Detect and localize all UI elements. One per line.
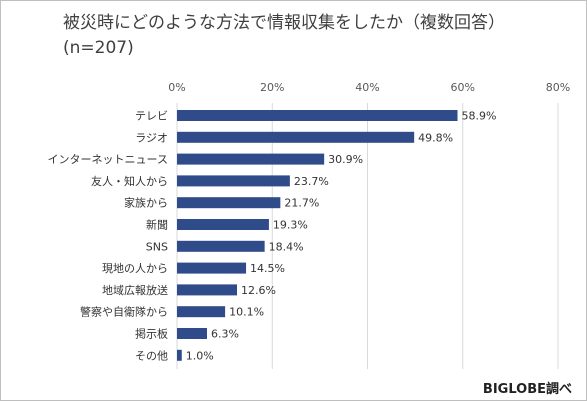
bar bbox=[177, 328, 208, 339]
bar bbox=[177, 240, 265, 252]
category-label: 新聞 bbox=[146, 218, 168, 232]
bar bbox=[177, 197, 281, 209]
x-tick-label: 40% bbox=[355, 81, 379, 94]
bar bbox=[177, 306, 226, 318]
chart-title-line2: (n=207) bbox=[63, 38, 134, 58]
value-label: 18.4% bbox=[269, 240, 304, 253]
chart-title: 被災時にどのような方法で情報収集をしたか（複数回答） (n=207) bbox=[63, 11, 563, 61]
value-label: 10.1% bbox=[229, 306, 264, 319]
value-label: 6.3% bbox=[211, 328, 239, 341]
bar bbox=[177, 175, 290, 187]
value-label: 14.5% bbox=[250, 262, 285, 275]
x-tick-label: 0% bbox=[168, 81, 185, 94]
value-label: 30.9% bbox=[328, 153, 363, 166]
value-label: 21.7% bbox=[284, 197, 319, 210]
value-label: 49.8% bbox=[418, 131, 453, 144]
category-label: テレビ bbox=[135, 110, 168, 123]
bar bbox=[177, 262, 247, 274]
value-label: 23.7% bbox=[294, 175, 329, 188]
x-tick-label: 60% bbox=[451, 81, 475, 94]
category-label: 家族から bbox=[124, 196, 168, 210]
bar bbox=[177, 110, 458, 121]
value-label: 12.6% bbox=[241, 284, 276, 297]
bar bbox=[177, 153, 325, 165]
source-credit: BIGLOBE調べ bbox=[482, 382, 572, 397]
value-label: 58.9% bbox=[462, 110, 497, 123]
category-label: インターネットニュース bbox=[48, 153, 168, 166]
category-label: その他 bbox=[135, 349, 168, 362]
category-label: 現地の人から bbox=[102, 262, 168, 275]
category-label: SNS bbox=[146, 240, 168, 253]
category-label: 地域広報放送 bbox=[102, 283, 168, 297]
bar bbox=[177, 284, 238, 296]
value-label: 19.3% bbox=[273, 219, 308, 232]
x-tick-label: 80% bbox=[546, 81, 570, 94]
bar bbox=[177, 219, 269, 230]
value-label: 1.0% bbox=[186, 349, 214, 362]
x-tick-label: 20% bbox=[260, 81, 284, 94]
bar bbox=[177, 349, 182, 361]
chart-title-line1: 被災時にどのような方法で情報収集をしたか（複数回答） bbox=[63, 13, 505, 33]
bar bbox=[177, 131, 415, 143]
category-label: 警察や自衛隊から bbox=[80, 305, 168, 319]
category-label: ラジオ bbox=[135, 131, 168, 144]
category-label: 友人・知人から bbox=[91, 174, 168, 188]
category-label: 掲示板 bbox=[135, 327, 168, 341]
